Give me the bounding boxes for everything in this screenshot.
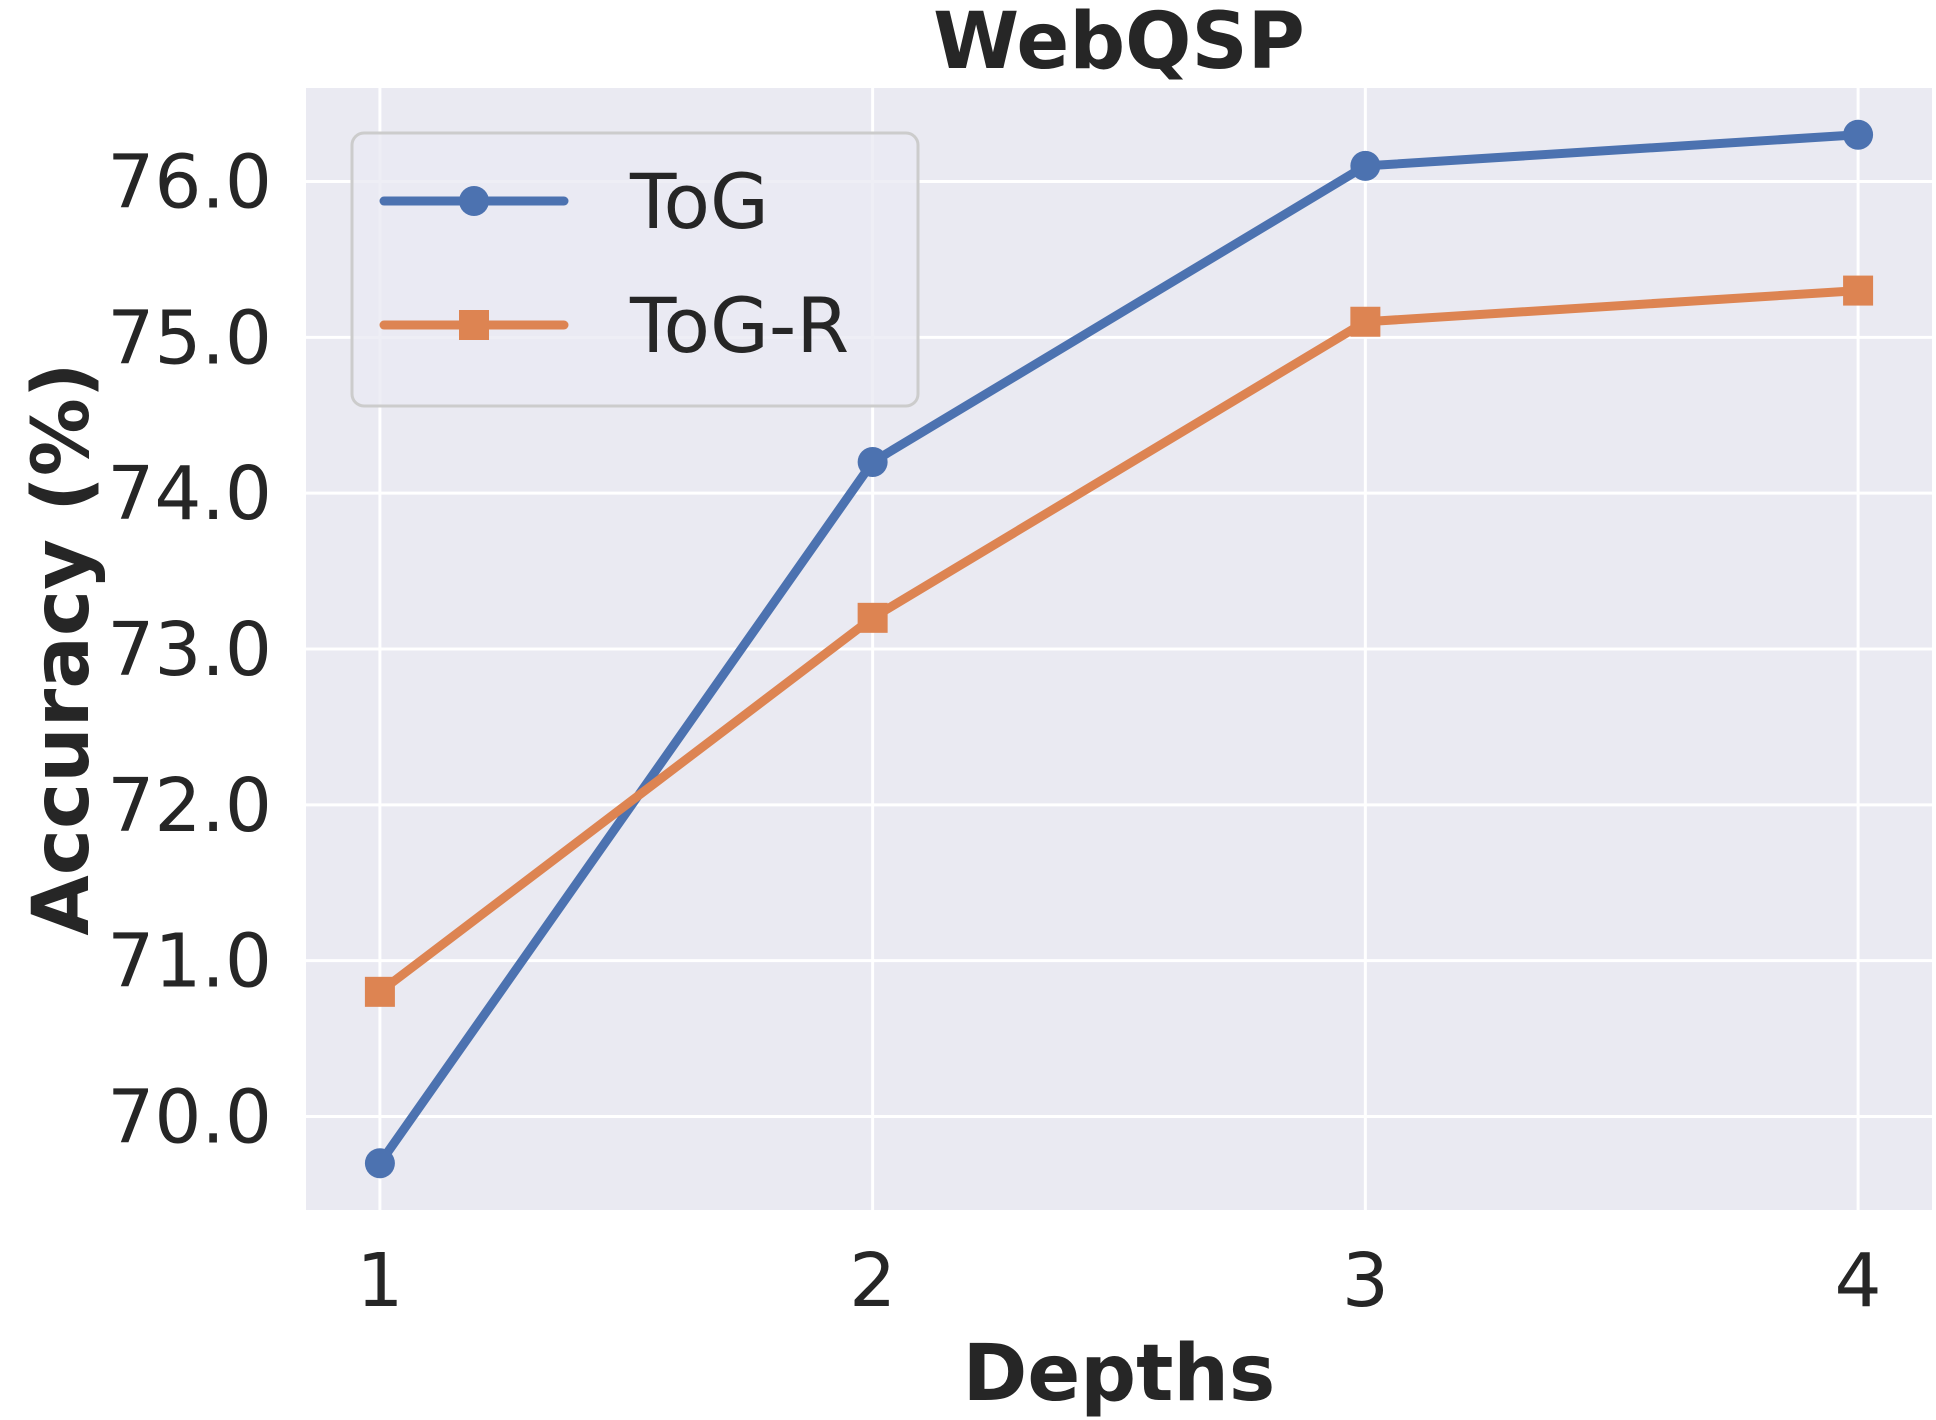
data-point-tog-r [364,976,395,1007]
series-layer [364,119,1874,1179]
series-line-tog [375,130,1863,1168]
data-point-tog-r [1350,306,1381,337]
y-tick-label: 72.0 [107,763,272,849]
x-tick-label: 3 [1342,1238,1389,1324]
x-tick-label: 4 [1835,1238,1882,1324]
data-point-tog [857,447,888,477]
y-tick-label: 70.0 [107,1075,272,1161]
y-tick-label: 74.0 [107,451,272,537]
data-point-tog [1843,119,1874,150]
legend-entry-tog: ToG [379,157,769,246]
x-tick-label: 2 [849,1238,896,1324]
legend: ToG ToG-R [350,131,920,408]
x-tick-label: 1 [356,1238,403,1324]
series-line-tog-r [375,286,1863,997]
y-tick-label: 75.0 [107,295,272,381]
data-point-tog-r [1843,275,1874,306]
legend-label-tog-r: ToG-R [629,281,849,370]
legend-marker-tog [459,186,489,216]
x-axis-ticks: 1 2 3 4 [356,1238,1881,1324]
data-point-tog [1350,150,1381,181]
data-point-tog-r [857,602,888,633]
y-axis-ticks: 70.0 71.0 72.0 73.0 74.0 75.0 76.0 [107,140,272,1161]
series-tog-r [364,275,1874,1007]
y-tick-label: 71.0 [107,919,272,1005]
legend-entry-tog-r: ToG-R [379,281,849,370]
chart-title: WebQSP [933,0,1305,87]
y-axis-label: Accuracy (%) [17,362,107,935]
data-point-tog [364,1148,395,1179]
legend-label-tog: ToG [629,157,769,246]
series-tog [364,119,1874,1179]
x-axis-label: Depths [963,1329,1276,1419]
legend-marker-tog-r [459,310,489,340]
y-tick-label: 73.0 [107,607,272,693]
y-tick-label: 76.0 [107,140,272,226]
